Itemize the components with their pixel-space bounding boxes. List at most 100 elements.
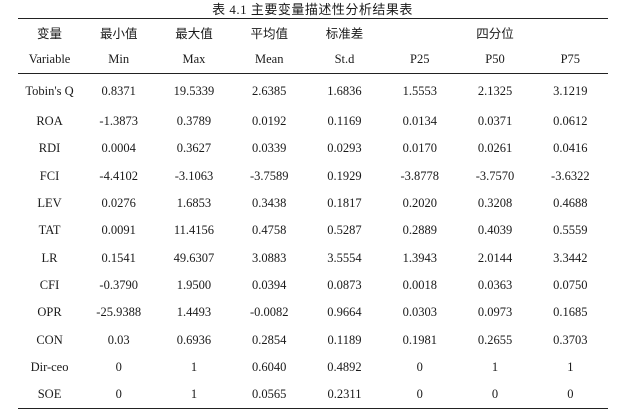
- cell-mean: 0.4758: [252, 223, 287, 238]
- cell-max: 1.4493: [176, 305, 212, 320]
- cell-min: 0.03: [107, 332, 130, 347]
- cell-variable-name: Dir-ceo: [30, 359, 69, 374]
- cell-sd: 0.9664: [327, 305, 362, 320]
- header-en-max: Max: [156, 46, 232, 74]
- cell-p50: -3.7570: [475, 168, 515, 183]
- cell-min: 0.1541: [101, 250, 136, 265]
- table-row: TAT 0.0091 11.4156 0.4758 0.5287 0.2889 0.4039…: [18, 217, 608, 244]
- table-row: CFI -0.3790 1.9500 0.0394 0.0873 0.0018 0.0363…: [18, 272, 608, 299]
- cell-sd: 0.1929: [327, 168, 362, 183]
- cell-variable-name: FCI: [39, 168, 60, 183]
- cell-p50: 0.0261: [477, 141, 513, 156]
- cell-mean: 0.6040: [252, 359, 287, 374]
- cell-p50: 0.3208: [477, 196, 513, 211]
- cell-variable-name: TAT: [38, 223, 61, 238]
- table-row: ROA -1.3873 0.3789 0.0192 0.1169 0.0134 0.0371…: [18, 108, 608, 135]
- cell-sd: 0.4892: [327, 359, 362, 374]
- cell-max: 11.4156: [173, 223, 215, 238]
- cell-p25: 0: [416, 359, 423, 374]
- header-en-min: Min: [81, 46, 157, 74]
- cell-p25: 0.2889: [402, 223, 437, 238]
- cell-variable-name: CFI: [39, 277, 60, 292]
- cell-variable-name: CON: [36, 332, 63, 347]
- cell-max: 1.6853: [176, 196, 212, 211]
- cell-p25: 0.0303: [402, 305, 437, 320]
- cell-min: -4.4102: [99, 168, 138, 183]
- cell-p25: 0.0018: [402, 277, 437, 292]
- header-en-variable: Variable: [18, 46, 82, 74]
- header-en-sd: St.d: [306, 46, 383, 74]
- cell-min: 0: [115, 387, 122, 402]
- cell-variable-name: ROA: [36, 114, 63, 129]
- cell-sd: 0.5287: [327, 223, 362, 238]
- cell-p50: 2.0144: [477, 250, 513, 265]
- cell-p75: 1: [567, 359, 574, 374]
- cell-min: 0: [115, 359, 122, 374]
- cell-max: 0.3627: [176, 141, 212, 156]
- cell-mean: -0.0082: [249, 305, 289, 320]
- cell-mean: 0.0565: [252, 387, 287, 402]
- cell-p75: 0.4688: [553, 196, 588, 211]
- cell-max: -3.1063: [174, 168, 214, 183]
- cell-sd: 1.6836: [327, 83, 362, 98]
- cell-sd: 0.0873: [327, 277, 362, 292]
- cell-variable-name: SOE: [37, 387, 62, 402]
- table-row: SOE 0 1 0.0565 0.2311 0 0 0: [18, 381, 608, 409]
- cell-mean: 2.6385: [252, 83, 287, 98]
- cell-p25: 1.3943: [402, 250, 437, 265]
- cell-min: 0.0276: [101, 196, 136, 211]
- cell-p25: 1.5553: [402, 83, 437, 98]
- cell-mean: 0.0394: [252, 277, 287, 292]
- cell-sd: 0.0293: [327, 141, 362, 156]
- cell-p50: 0.0363: [477, 277, 513, 292]
- cell-max: 1: [190, 387, 198, 402]
- cell-min: -0.3790: [99, 277, 138, 292]
- cell-p25: 0: [416, 387, 423, 402]
- table-row: LR 0.1541 49.6307 3.0883 3.5554 1.3943 2.0144 3…: [18, 244, 608, 271]
- header-cn-mean: 平均值: [250, 27, 288, 41]
- cell-variable-name: Tobin's Q: [25, 84, 74, 98]
- cell-mean: 3.0883: [252, 250, 287, 265]
- cell-p25: 0.0134: [402, 114, 437, 129]
- cell-p50: 0.0371: [477, 114, 513, 129]
- cell-sd: 0.1169: [327, 114, 362, 129]
- header-row-english: Variable Min Max Mean St.d P25 P50 P75: [18, 46, 608, 74]
- cell-sd: 0.1817: [327, 196, 362, 211]
- cell-min: 0.8371: [101, 83, 136, 98]
- cell-p75: 0.1685: [553, 305, 588, 320]
- table-row: Dir-ceo 0 1 0.6040 0.4892 0 1 1: [18, 354, 608, 381]
- table-row: Tobin's Q 0.8371 19.5339 2.6385 1.6836 1.5553…: [18, 74, 608, 109]
- cell-p75: 0.0750: [553, 277, 588, 292]
- table-caption: 表 4.1 主要变量描述性分析结果表: [212, 2, 413, 17]
- cell-p25: 0.1981: [402, 332, 437, 347]
- cell-variable-name: LR: [41, 250, 58, 265]
- cell-p50: 0.2655: [477, 332, 513, 347]
- cell-mean: -3.7589: [249, 168, 289, 183]
- cell-min: -1.3873: [99, 114, 138, 129]
- cell-variable-name: RDI: [38, 141, 61, 156]
- cell-min: -25.9388: [96, 305, 142, 320]
- cell-p75: 3.3442: [553, 250, 588, 265]
- cell-max: 0.3789: [176, 114, 212, 129]
- cell-variable-name: LEV: [37, 196, 62, 211]
- cell-p50: 0.4039: [477, 223, 513, 238]
- cell-p75: 3.1219: [553, 83, 588, 98]
- cell-p75: -3.6322: [551, 168, 590, 183]
- cell-p50: 1: [491, 359, 499, 374]
- cell-sd: 0.1189: [327, 332, 362, 347]
- cell-p50: 0: [491, 387, 499, 402]
- cell-p50: 0.0973: [477, 305, 513, 320]
- header-en-mean: Mean: [231, 46, 307, 74]
- cell-mean: 0.0192: [252, 114, 287, 129]
- cell-p25: 0.0170: [402, 141, 437, 156]
- header-cn-min: 最小值: [99, 27, 138, 41]
- cell-variable-name: OPR: [37, 305, 62, 320]
- cell-p75: 0.0416: [553, 141, 588, 156]
- cell-p75: 0: [567, 387, 574, 402]
- header-en-p25: P25: [382, 46, 458, 74]
- cell-max: 49.6307: [173, 250, 215, 265]
- header-cn-percentile: 四分位: [476, 27, 514, 41]
- cell-mean: 0.2854: [252, 332, 287, 347]
- cell-min: 0.0091: [101, 223, 136, 238]
- descriptive-statistics-table: 变量 最小值 最大值 平均值 标准差 四分位 Variable Min Max …: [18, 18, 608, 410]
